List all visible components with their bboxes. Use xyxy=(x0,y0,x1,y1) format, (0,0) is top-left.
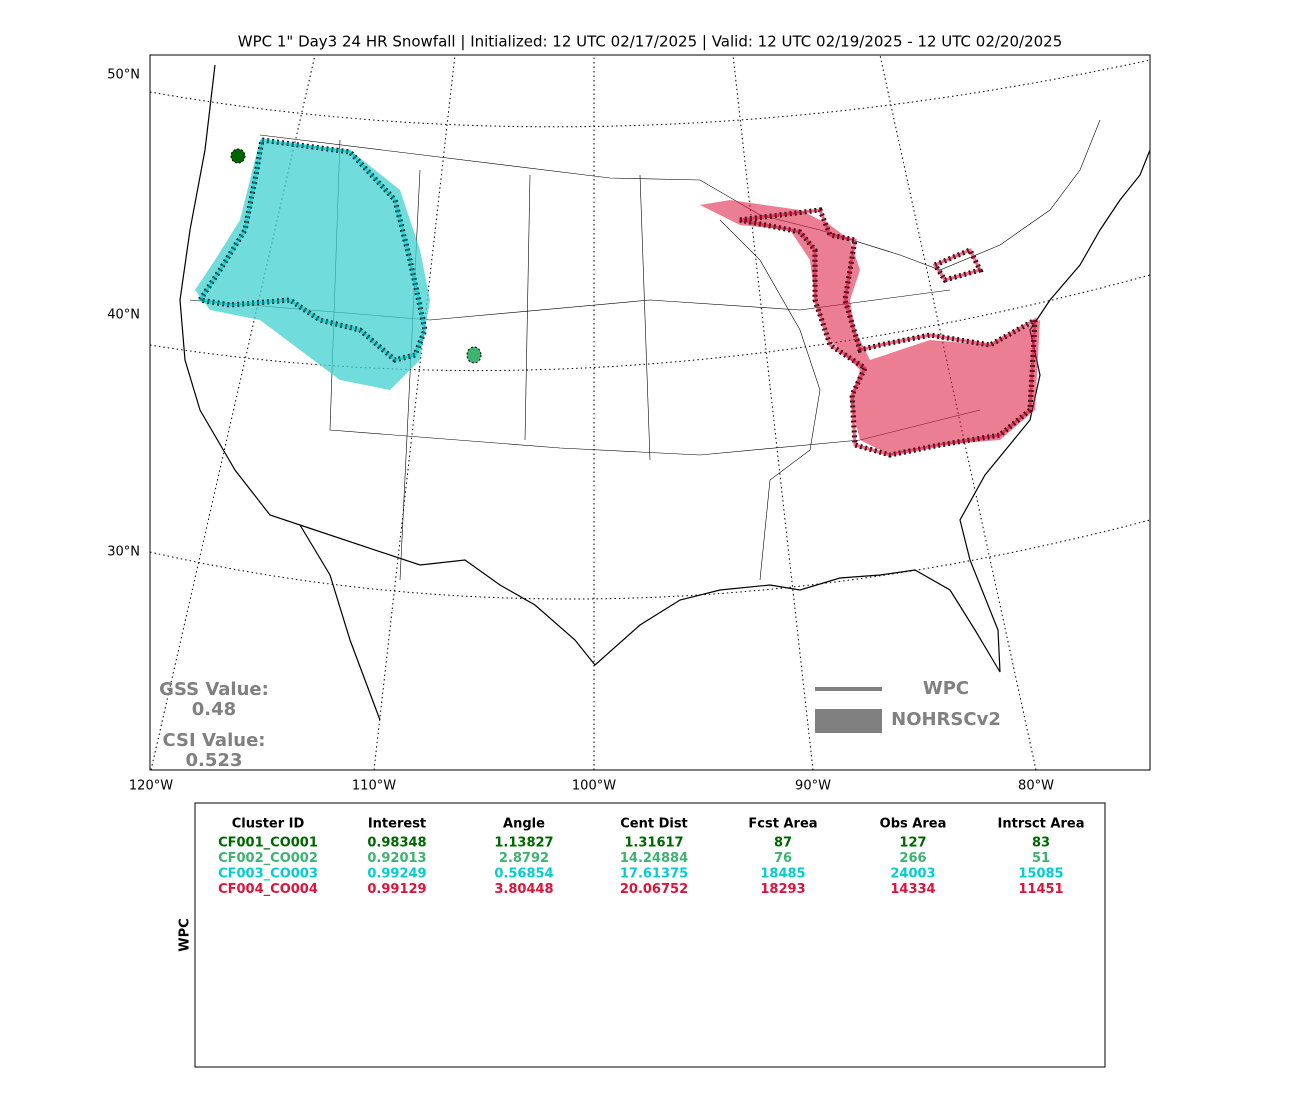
table-cell: CF002_CO002 xyxy=(218,851,318,866)
graticule xyxy=(150,274,1150,372)
fcst-outline xyxy=(466,346,482,364)
lat-label: 30°N xyxy=(107,545,140,560)
column-header: Intrsct Area xyxy=(998,817,1085,832)
lat-label: 50°N xyxy=(107,68,140,83)
table-cell: 51 xyxy=(1032,851,1050,866)
obs-area xyxy=(700,200,1040,455)
column-header: Cluster ID xyxy=(232,817,305,832)
table-cell: 2.8792 xyxy=(499,851,549,866)
table-cell: 76 xyxy=(774,851,792,866)
table-cell: 127 xyxy=(899,836,926,851)
title: WPC 1" Day3 24 HR Snowfall | Initialized… xyxy=(238,33,1063,51)
table-cell: 0.56854 xyxy=(494,867,553,882)
score-value: 0.48 xyxy=(192,699,236,720)
table-cell: 266 xyxy=(899,851,926,866)
table-cell: 1.31617 xyxy=(624,836,683,851)
fcst-outline xyxy=(197,138,427,362)
table-cell: 15085 xyxy=(1018,867,1063,882)
column-header: Cent Dist xyxy=(620,817,688,832)
table-cell: 0.98348 xyxy=(367,836,426,851)
graticule xyxy=(732,55,814,770)
graticule xyxy=(150,59,1150,128)
score-label: CSI Value: xyxy=(163,730,266,751)
legend-label: NOHRSCv2 xyxy=(891,709,1001,730)
table-cell: 1.13827 xyxy=(494,836,553,851)
table-cell: 14.24884 xyxy=(620,851,688,866)
table-cell: 18293 xyxy=(760,882,805,897)
table-cell: CF004_CO004 xyxy=(218,882,318,897)
score-label: GSS Value: xyxy=(159,679,269,700)
column-header: Angle xyxy=(503,817,545,832)
lon-label: 80°W xyxy=(1018,779,1054,794)
graticule xyxy=(150,55,316,770)
lon-label: 90°W xyxy=(795,779,831,794)
table-cell: 0.99129 xyxy=(367,882,426,897)
lon-label: 110°W xyxy=(352,779,396,794)
table-cell: CF001_CO001 xyxy=(218,836,318,851)
column-header: Interest xyxy=(368,817,426,832)
table-cell: 11451 xyxy=(1018,882,1063,897)
lon-labels: 120°W 110°W 100°W 90°W 80°W xyxy=(129,779,1054,794)
map: WPC NOHRSCv2 GSS Value: 0.48 CSI Value: … xyxy=(149,54,1151,771)
column-header: Obs Area xyxy=(880,817,947,832)
lat-labels: 50°N 40°N 30°N xyxy=(107,68,140,560)
table: Cluster ID Interest Angle Cent Dist Fcst Are… xyxy=(218,817,1084,898)
table-frame xyxy=(194,802,1106,1068)
table-cell: 83 xyxy=(1032,836,1050,851)
table-cell: 20.06752 xyxy=(620,882,688,897)
table-cell: 18485 xyxy=(760,867,805,882)
table-cell: 87 xyxy=(774,836,792,851)
legend-label: WPC xyxy=(923,678,969,699)
table-side-label: WPC xyxy=(178,918,193,951)
coastline xyxy=(179,64,1150,721)
lon-label: 120°W xyxy=(129,779,173,794)
legend-patch xyxy=(815,709,882,733)
obs-area xyxy=(195,140,430,390)
table-cell: 17.61375 xyxy=(620,867,688,882)
table-cell: 3.80448 xyxy=(494,882,553,897)
table-cell: 0.99249 xyxy=(367,867,426,882)
fcst-outline xyxy=(230,148,246,164)
table-cell: CF003_CO003 xyxy=(218,867,318,882)
graticule xyxy=(373,55,456,770)
column-header: Fcst Area xyxy=(748,817,817,832)
fcst-outline xyxy=(739,208,1037,457)
lon-label: 100°W xyxy=(572,779,616,794)
table-cell: 14334 xyxy=(890,882,935,897)
lat-label: 40°N xyxy=(107,308,140,323)
table-cell: 0.92013 xyxy=(367,851,426,866)
graticule xyxy=(150,519,1150,600)
table-cell: 24003 xyxy=(890,867,935,882)
map-body xyxy=(150,55,1150,770)
state-borders xyxy=(189,119,1101,581)
score-value: 0.523 xyxy=(186,750,243,771)
